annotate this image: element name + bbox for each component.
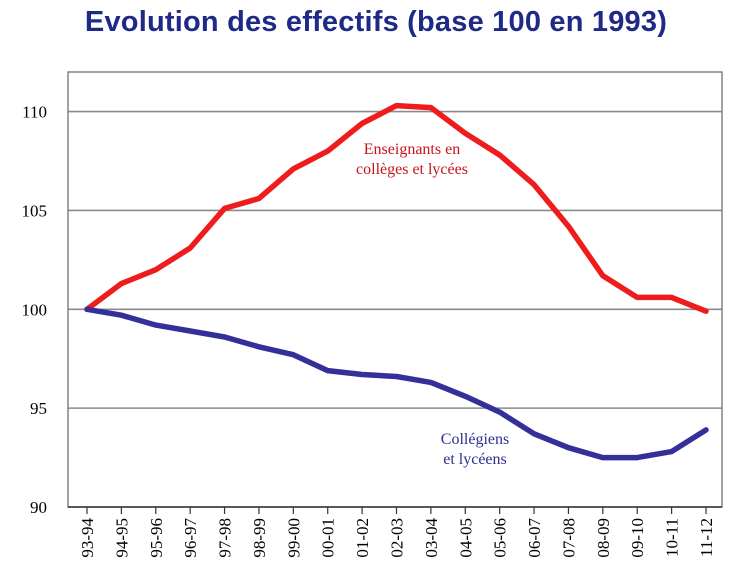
x-tick-label: 98-99 (250, 518, 269, 558)
x-tick-label: 06-07 (525, 518, 544, 558)
series-label-collegiens: Collégiens et lycéens (441, 431, 509, 468)
series-labels: Enseignants en collèges et lycées Collégie… (356, 141, 509, 468)
x-tick-label: 05-06 (491, 518, 510, 558)
y-tick-label: 90 (30, 498, 47, 517)
x-tick-label: 93-94 (78, 518, 97, 558)
y-tick-label: 110 (22, 103, 47, 122)
x-tick-label: 04-05 (456, 518, 475, 558)
y-tick-label: 95 (30, 399, 47, 418)
gridlines (68, 110, 722, 409)
tick-labels: 93-94 94-95 95-96 96-97 97-98 98-99 99-00 00-01… (22, 103, 717, 558)
y-tick-label: 105 (22, 201, 48, 220)
x-tick-label: 10-11 (663, 518, 682, 557)
y-tick-label: 100 (22, 300, 48, 319)
series-line-enseignants (84, 102, 709, 314)
axes (67, 71, 723, 514)
x-tick-label: 00-01 (319, 518, 338, 558)
x-tick-label: 09-10 (628, 518, 647, 558)
x-tick-label: 08-09 (594, 518, 613, 558)
x-tick-label: 94-95 (112, 518, 131, 558)
x-tick-label: 03-04 (422, 518, 441, 558)
x-tick-label: 11-12 (697, 518, 716, 557)
chart-title: Evolution des effectifs (base 100 en 199… (84, 6, 668, 38)
series-label-enseignants: Enseignants en collèges et lycées (356, 141, 468, 178)
x-tick-label: 02-03 (388, 518, 407, 558)
series-line-collegiens (84, 306, 709, 461)
x-tick-label: 99-00 (284, 518, 303, 558)
x-tick-label: 96-97 (181, 518, 200, 558)
series-lines (84, 102, 709, 461)
x-tick-label: 01-02 (353, 518, 372, 558)
x-tick-label: 95-96 (147, 518, 166, 558)
x-tick-label: 97-98 (216, 518, 235, 558)
x-tick-label: 07-08 (559, 518, 578, 558)
